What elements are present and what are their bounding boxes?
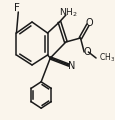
Text: F: F	[14, 3, 20, 13]
Text: O: O	[84, 18, 92, 28]
Text: NH$_2$: NH$_2$	[58, 6, 77, 19]
Text: N: N	[68, 61, 75, 71]
Text: CH$_3$: CH$_3$	[98, 52, 114, 64]
Text: O: O	[82, 47, 90, 57]
